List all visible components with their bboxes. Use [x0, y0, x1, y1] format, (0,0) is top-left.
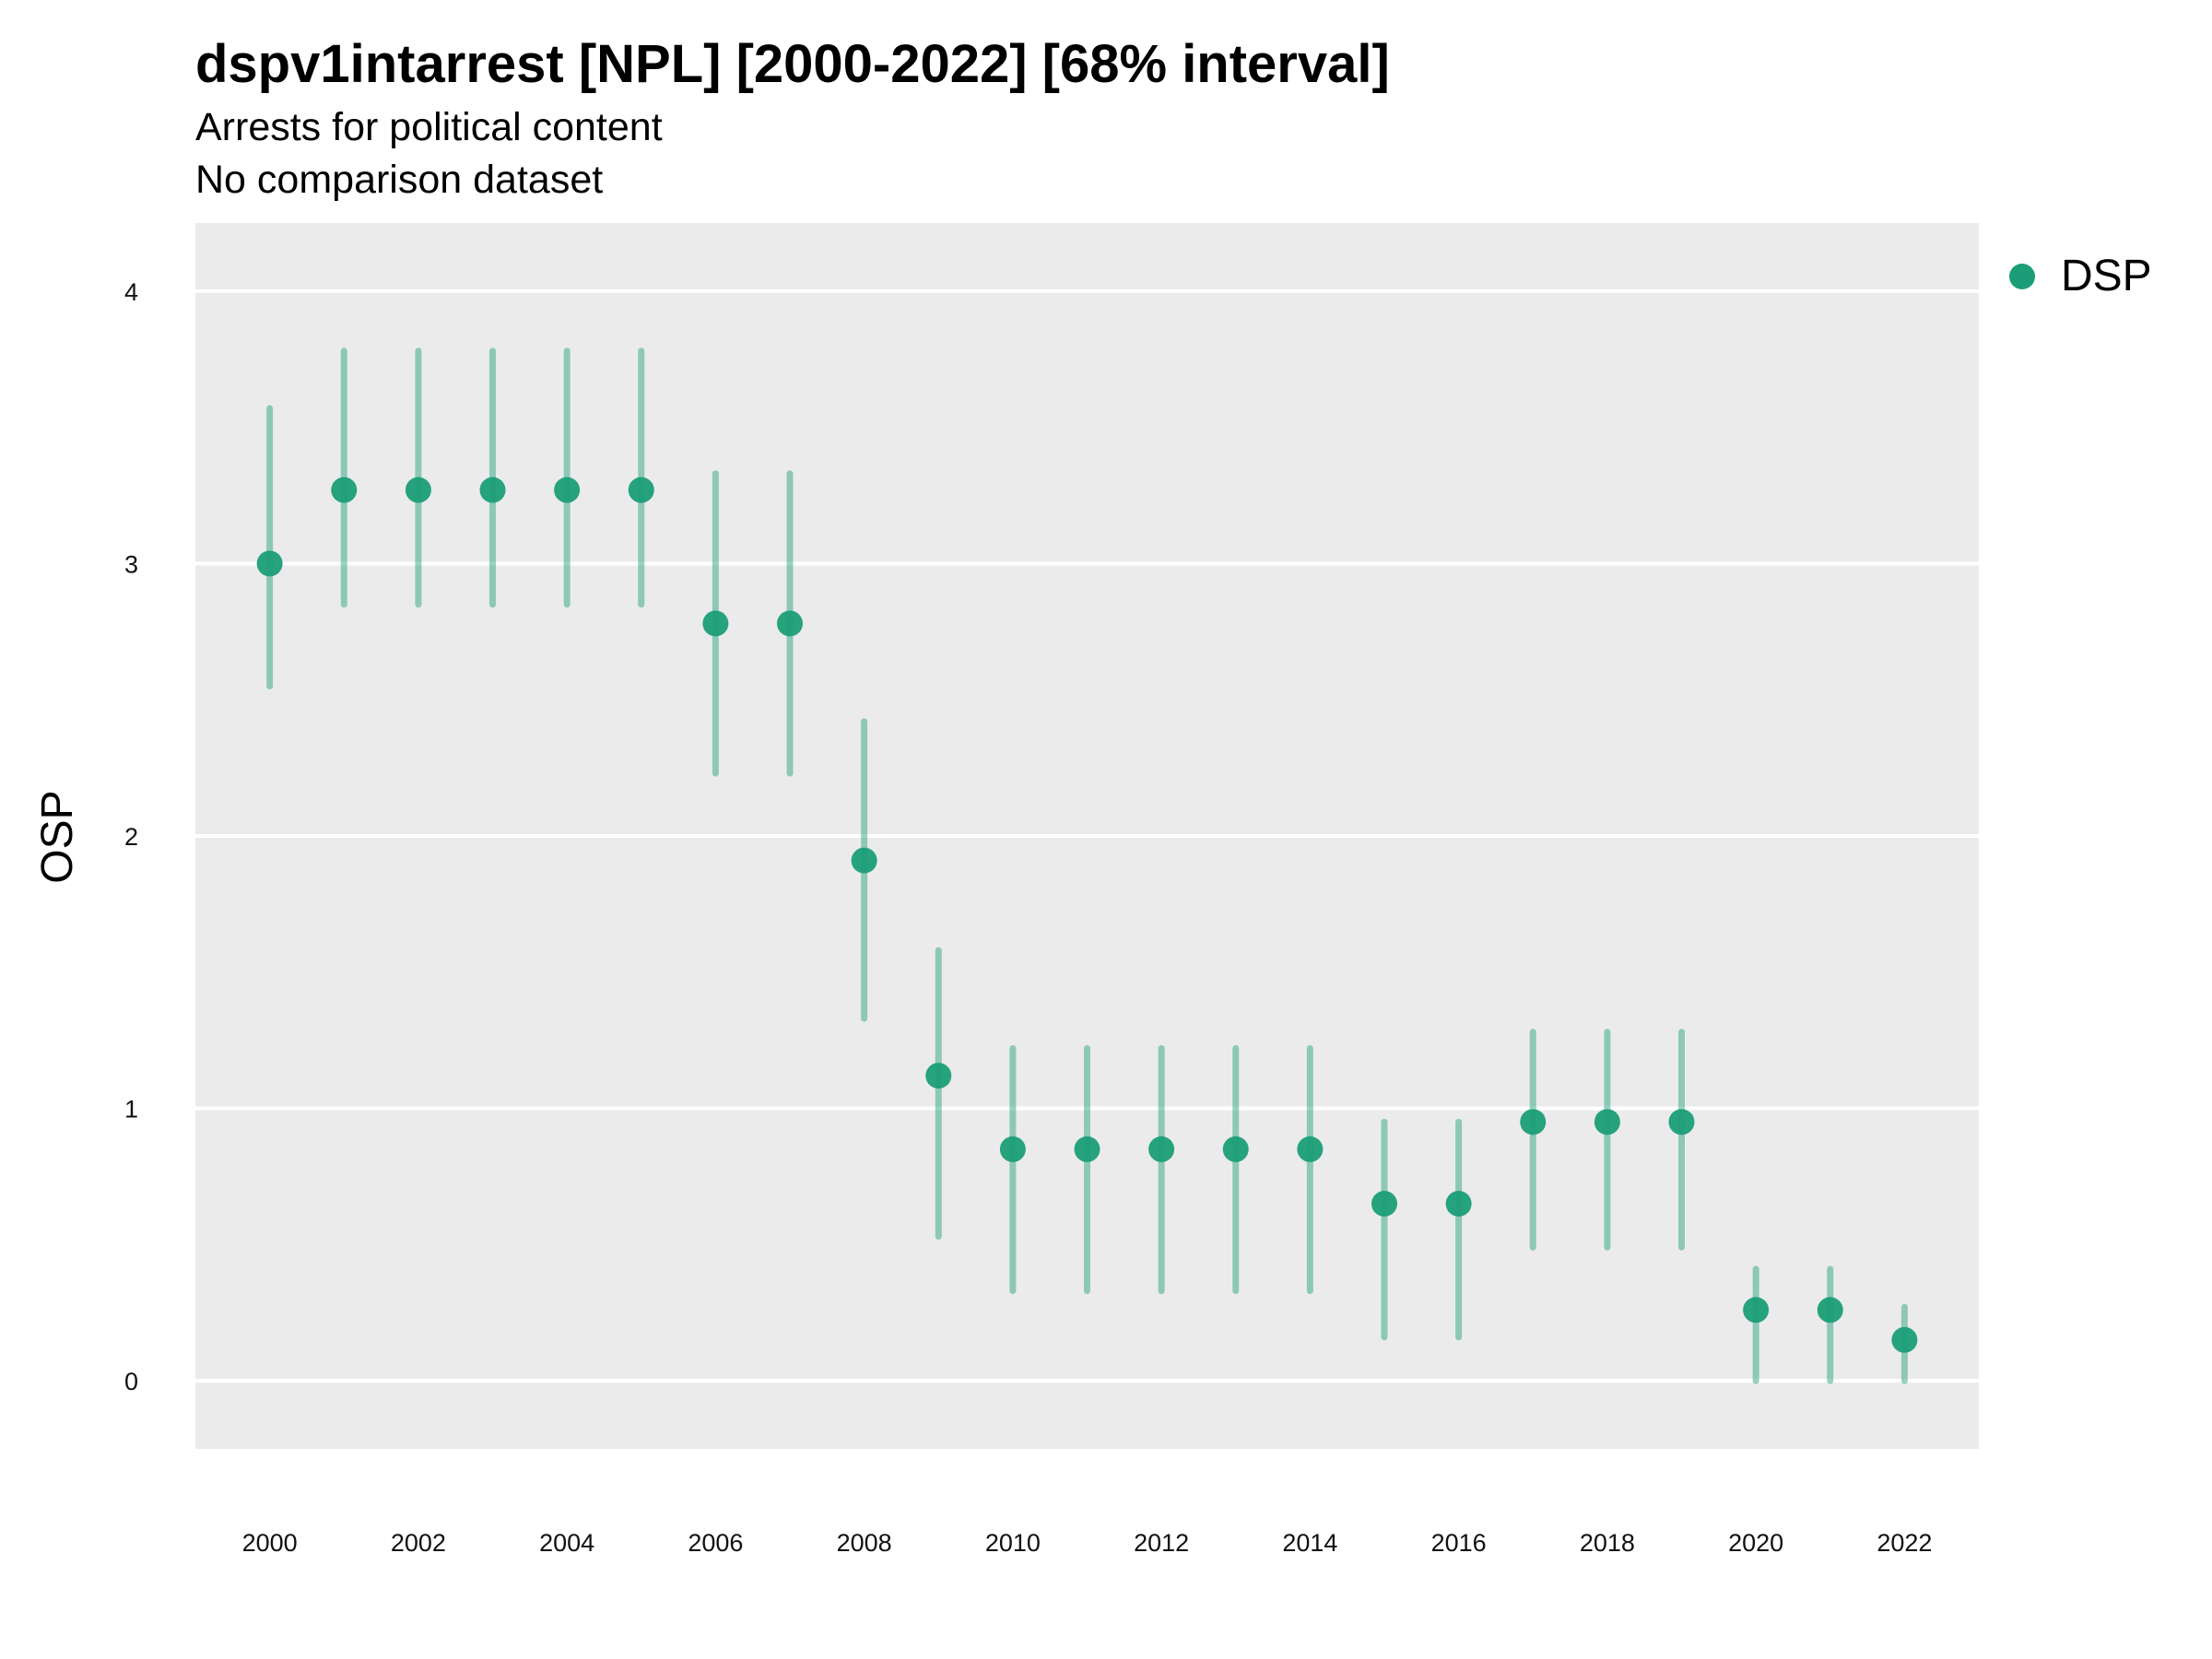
- data-point-2014: [1297, 1135, 1324, 1162]
- data-point-2009: [925, 1063, 952, 1089]
- x-tick-label-2004: 2004: [539, 1529, 594, 1557]
- legend-marker: [2009, 263, 2035, 289]
- data-point-2013: [1222, 1135, 1249, 1162]
- data-point-2002: [405, 477, 431, 503]
- y-axis-ticks: 0 1 2 3 4: [124, 278, 138, 1395]
- x-axis-ticks: 2000 2002 2004 2006 2008 2010 2012 2014 2016 2018…: [242, 1529, 1933, 1557]
- x-tick-label-2000: 2000: [242, 1529, 298, 1557]
- x-tick-label-2008: 2008: [837, 1529, 892, 1557]
- data-point-2003: [479, 477, 506, 503]
- legend: DSP: [2009, 251, 2152, 301]
- y-tick-label-4: 4: [124, 278, 138, 306]
- data-point-2017: [1520, 1109, 1547, 1135]
- y-tick-label-1: 1: [124, 1096, 138, 1124]
- x-tick-label-2022: 2022: [1877, 1529, 1932, 1557]
- y-tick-label-3: 3: [124, 550, 138, 578]
- data-point-2006: [702, 610, 729, 637]
- data-point-2016: [1445, 1191, 1472, 1217]
- data-point-2021: [1817, 1297, 1843, 1324]
- data-point-2001: [331, 477, 358, 503]
- data-point-2000: [256, 550, 283, 577]
- data-point-2012: [1148, 1135, 1175, 1162]
- data-point-2015: [1371, 1191, 1397, 1217]
- y-axis-label: OSP: [33, 790, 82, 883]
- chart-subtitle: Arrests for political content: [195, 105, 663, 149]
- data-point-2010: [999, 1135, 1026, 1162]
- data-point-2020: [1743, 1297, 1770, 1324]
- data-point-2007: [777, 610, 803, 637]
- x-tick-label-2010: 2010: [985, 1529, 1041, 1557]
- data-point-2011: [1074, 1135, 1100, 1162]
- data-points: [256, 477, 1918, 1353]
- data-point-2018: [1594, 1109, 1620, 1135]
- legend-label-dsp: DSP: [2061, 252, 2152, 300]
- data-point-2008: [851, 847, 877, 874]
- chart-caption: No comparison dataset: [195, 158, 604, 202]
- x-tick-label-2002: 2002: [391, 1529, 446, 1557]
- x-tick-label-2012: 2012: [1134, 1529, 1189, 1557]
- data-point-2022: [1891, 1326, 1918, 1353]
- y-tick-label-0: 0: [124, 1368, 138, 1395]
- x-tick-label-2016: 2016: [1431, 1529, 1487, 1557]
- x-tick-label-2014: 2014: [1282, 1529, 1337, 1557]
- chart-title: dspv1intarrest [NPL] [2000-2022] [68% in…: [195, 34, 1390, 94]
- x-tick-label-2020: 2020: [1728, 1529, 1783, 1557]
- data-point-2019: [1668, 1109, 1695, 1135]
- y-tick-label-2: 2: [124, 823, 138, 851]
- data-point-2004: [554, 477, 581, 503]
- grid-lines: [195, 288, 1979, 1383]
- x-tick-label-2018: 2018: [1580, 1529, 1635, 1557]
- data-point-2005: [628, 477, 654, 503]
- x-tick-label-2006: 2006: [688, 1529, 743, 1557]
